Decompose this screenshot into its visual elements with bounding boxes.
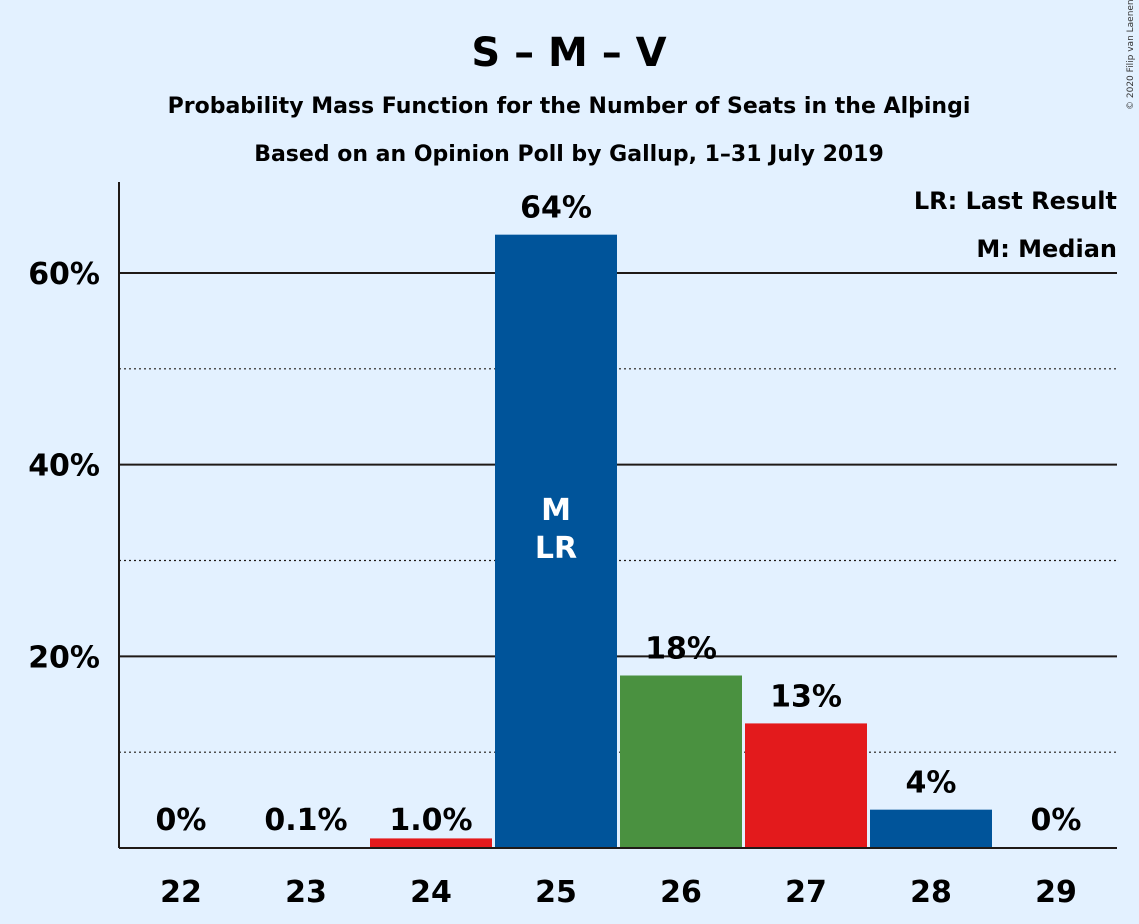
legend-median: M: Median bbox=[976, 235, 1117, 263]
data-label: 0.1% bbox=[264, 803, 347, 838]
data-label: 13% bbox=[770, 679, 842, 714]
data-label: 0% bbox=[156, 803, 207, 838]
data-label: 64% bbox=[520, 191, 592, 226]
chart-subtitle-2: Based on an Opinion Poll by Gallup, 1–31… bbox=[254, 142, 884, 167]
x-tick-label: 25 bbox=[535, 875, 577, 910]
x-tick-label: 22 bbox=[160, 875, 202, 910]
bar bbox=[870, 809, 992, 848]
bar bbox=[620, 675, 742, 848]
chart-subtitle: Probability Mass Function for the Number… bbox=[168, 94, 971, 119]
x-tick-label: 24 bbox=[410, 875, 452, 910]
x-tick-label: 29 bbox=[1035, 875, 1077, 910]
x-tick-label: 23 bbox=[285, 875, 327, 910]
axes: 22 23 24 25 26 27 28 29 bbox=[118, 182, 1117, 910]
legend-last-result: LR: Last Result bbox=[914, 187, 1117, 215]
gridlines: 20% 40% 60% bbox=[28, 257, 1117, 753]
data-labels: 0% 0.1% 1.0% 64% 18% 13% 4% 0% MLR bbox=[156, 191, 1082, 838]
chart-title: S – M – V bbox=[471, 30, 666, 76]
y-tick-label: 40% bbox=[28, 449, 100, 484]
in-bar-label: M bbox=[541, 493, 571, 528]
data-label: 0% bbox=[1031, 803, 1082, 838]
data-label: 1.0% bbox=[389, 803, 472, 838]
x-tick-label: 28 bbox=[910, 875, 952, 910]
bar bbox=[745, 723, 867, 848]
bar bbox=[370, 838, 492, 848]
bars bbox=[245, 234, 992, 848]
copyright-credit: © 2020 Filip van Laenen bbox=[1126, 0, 1136, 110]
x-tick-label: 26 bbox=[660, 875, 702, 910]
data-label: 18% bbox=[645, 632, 717, 667]
y-tick-label: 60% bbox=[28, 257, 100, 292]
y-tick-label: 20% bbox=[28, 640, 100, 675]
bar bbox=[495, 234, 617, 848]
data-label: 4% bbox=[906, 766, 957, 801]
in-bar-label: LR bbox=[535, 531, 577, 566]
x-tick-label: 27 bbox=[785, 875, 827, 910]
